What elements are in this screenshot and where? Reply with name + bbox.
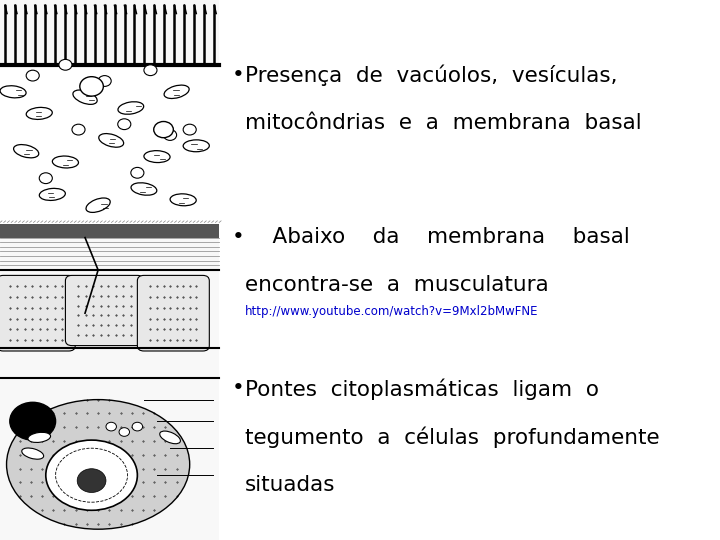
FancyBboxPatch shape (66, 275, 144, 346)
Text: Abaixo    da    membrana    basal: Abaixo da membrana basal (246, 227, 630, 247)
Ellipse shape (160, 431, 181, 444)
Circle shape (144, 65, 157, 76)
Bar (0, 224, 219, 238)
Ellipse shape (46, 440, 138, 510)
Circle shape (10, 402, 55, 440)
Ellipse shape (6, 400, 189, 529)
Ellipse shape (26, 107, 53, 119)
Circle shape (153, 122, 174, 138)
Ellipse shape (73, 90, 97, 104)
Ellipse shape (14, 145, 39, 158)
Ellipse shape (164, 85, 189, 98)
Ellipse shape (144, 151, 170, 163)
Ellipse shape (86, 198, 110, 212)
Circle shape (106, 422, 117, 431)
Circle shape (118, 119, 131, 130)
Ellipse shape (40, 188, 66, 200)
Ellipse shape (131, 183, 157, 195)
Ellipse shape (22, 448, 44, 459)
Circle shape (26, 70, 40, 81)
Circle shape (40, 173, 53, 184)
Text: •: • (233, 227, 245, 247)
Circle shape (183, 124, 197, 135)
Bar (0, 65, 219, 227)
Text: situadas: situadas (246, 475, 336, 495)
Ellipse shape (99, 133, 124, 147)
Text: http://www.youtube.com/watch?v=9Mxl2bMwFNE: http://www.youtube.com/watch?v=9Mxl2bMwF… (246, 305, 539, 318)
Ellipse shape (0, 86, 26, 98)
Ellipse shape (53, 156, 78, 168)
Text: •: • (233, 65, 245, 85)
Circle shape (163, 130, 176, 140)
Circle shape (98, 76, 111, 86)
Text: Pontes  citoplasmáticas  ligam  o: Pontes citoplasmáticas ligam o (246, 378, 599, 400)
Text: mitocôndrias  e  a  membrana  basal: mitocôndrias e a membrana basal (246, 113, 642, 133)
Text: Presença  de  vacúolos,  vesículas,: Presença de vacúolos, vesículas, (246, 65, 618, 86)
Ellipse shape (28, 433, 50, 442)
Text: •: • (233, 378, 245, 398)
Ellipse shape (118, 102, 144, 114)
Ellipse shape (170, 194, 197, 206)
FancyBboxPatch shape (0, 275, 75, 351)
Circle shape (131, 167, 144, 178)
Circle shape (132, 422, 143, 431)
Circle shape (72, 124, 85, 135)
FancyBboxPatch shape (138, 275, 210, 351)
Bar (0, 0, 219, 540)
Text: tegumento  a  células  profundamente: tegumento a células profundamente (246, 427, 660, 448)
Circle shape (59, 59, 72, 70)
Text: encontra-se  a  musculatura: encontra-se a musculatura (246, 275, 549, 295)
Ellipse shape (183, 140, 210, 152)
Circle shape (77, 469, 106, 492)
Circle shape (80, 77, 104, 96)
Circle shape (119, 428, 130, 436)
